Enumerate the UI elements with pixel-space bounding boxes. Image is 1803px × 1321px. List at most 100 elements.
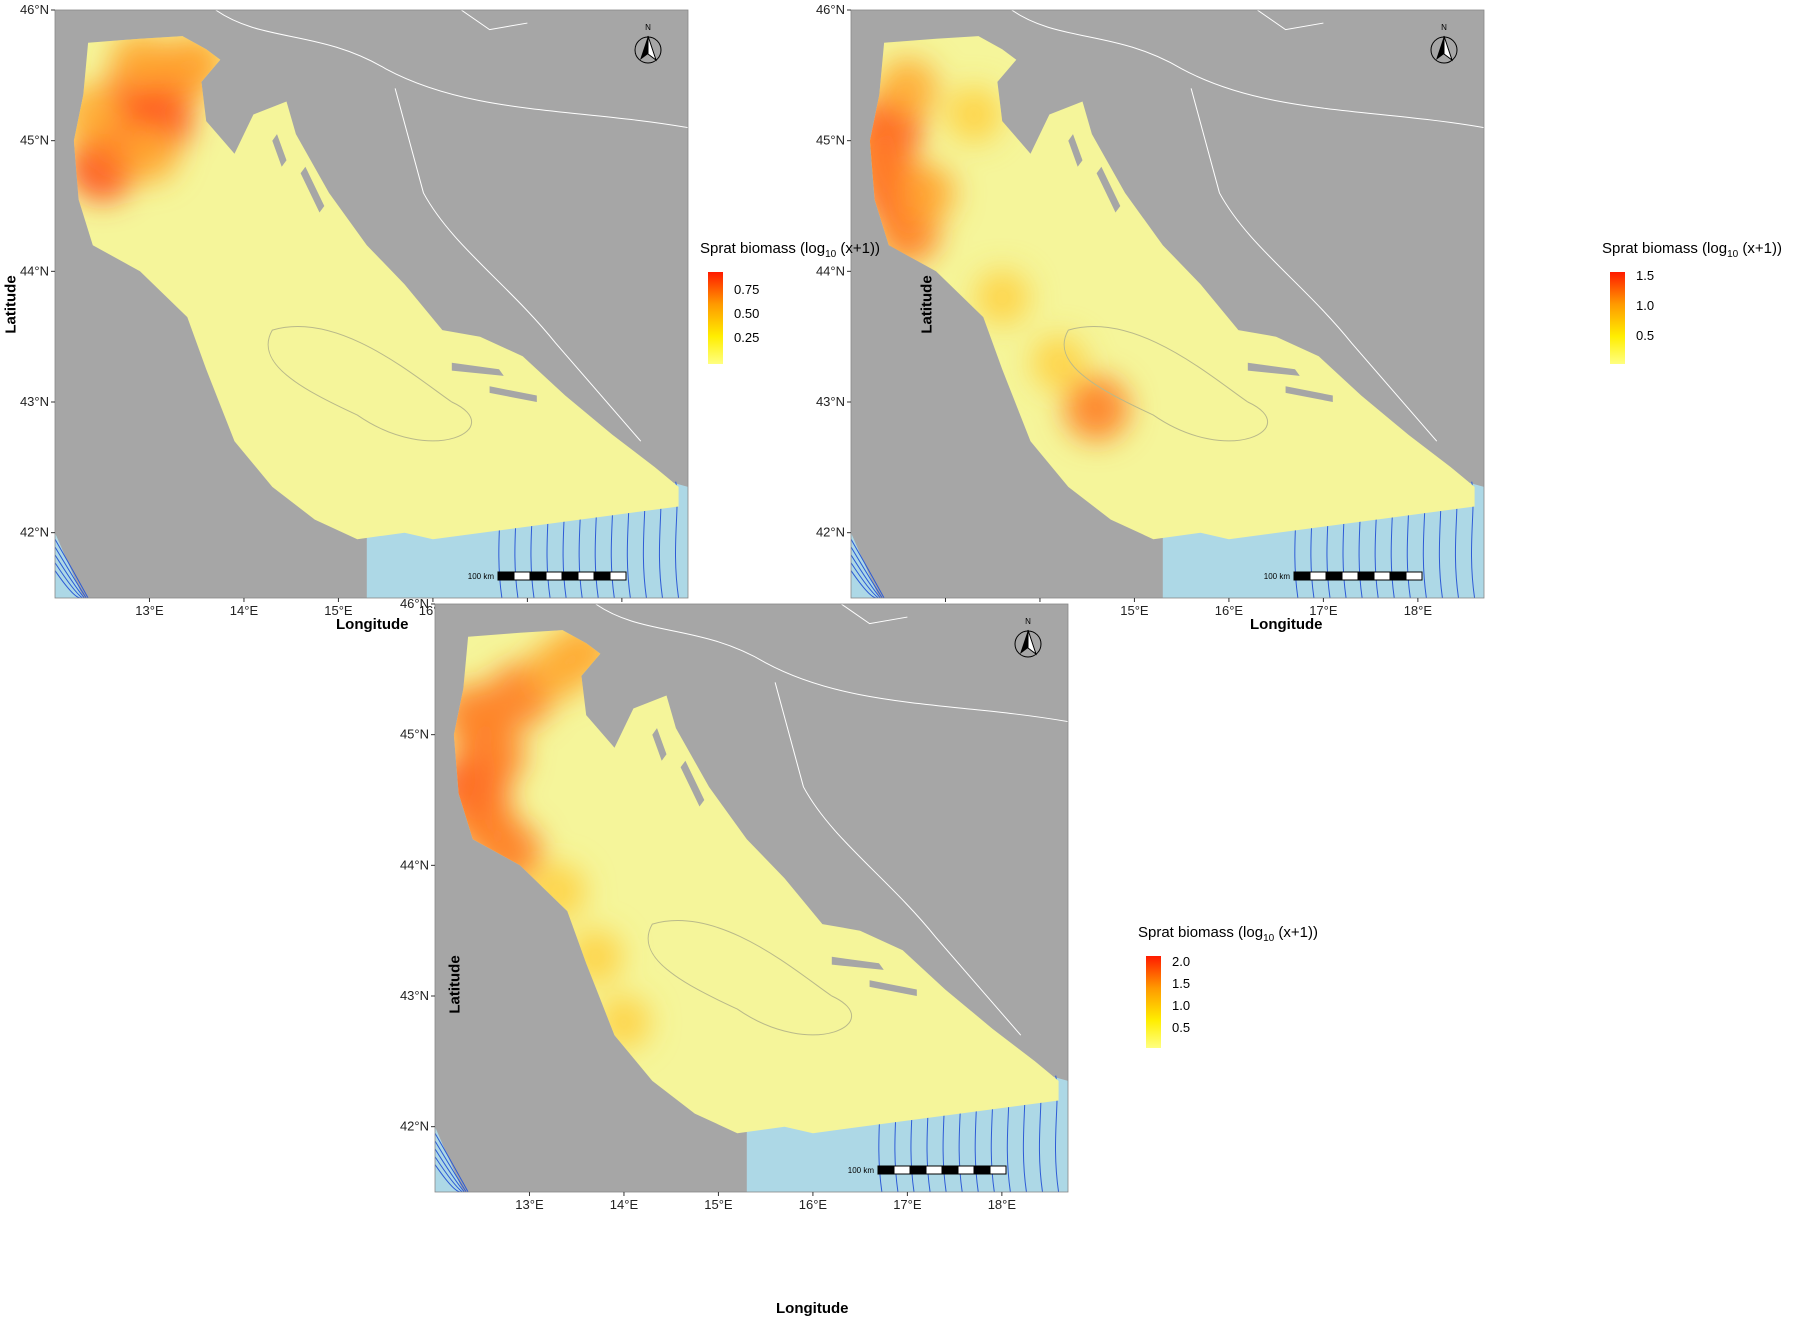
bathymetry-contour	[55, 546, 87, 598]
island	[652, 728, 667, 761]
bathymetry-contour	[851, 554, 881, 598]
legend-tick: 1.0	[1625, 298, 1655, 313]
country-border	[1190, 88, 1438, 442]
north-label: N	[645, 23, 651, 32]
y-tick-label: 44°N	[20, 263, 49, 278]
island	[869, 980, 917, 996]
island	[489, 386, 537, 402]
map-frame	[435, 604, 1068, 1192]
y-tick-label: 45°N	[20, 133, 49, 148]
legend-colorbar	[1610, 272, 1625, 364]
scalebar-segment	[1293, 571, 1311, 581]
legend-title: Sprat biomass (log10 (x+1))	[1138, 924, 1318, 944]
x-tick-label: 13°E	[515, 1197, 544, 1212]
bathymetry-contour	[435, 1140, 467, 1192]
legend-tick: 0.5	[1625, 328, 1655, 343]
legend-tick: 1.0	[1161, 998, 1191, 1013]
map-panel-3: N 100 km 13°E 14°E 15°E 16°E 17°E 18°E 46°N 45°N 4…	[380, 594, 1140, 1234]
scalebar-label: 100 km	[848, 1166, 875, 1175]
island	[451, 362, 504, 376]
scalebar-segment	[973, 1165, 991, 1175]
legend-tick: 0.5	[1161, 1020, 1191, 1035]
bathymetry-contour	[851, 562, 879, 598]
depth-contour	[647, 920, 853, 1036]
x-tick-label: 17°E	[893, 1197, 922, 1212]
scalebar-segment	[877, 1165, 895, 1175]
x-tick-label: 16°E	[799, 1197, 828, 1212]
bathymetry-contour	[851, 546, 883, 598]
north-arrow-icon: N	[1430, 23, 1458, 64]
depth-contour	[267, 326, 473, 442]
legend-tick: 0.75	[723, 282, 760, 297]
scalebar-segment	[609, 571, 627, 581]
biomass-hotspot	[869, 127, 913, 194]
x-axis-title: Longitude	[336, 616, 409, 633]
legend-tick: 2.0	[1161, 954, 1191, 969]
legend-tick: 1.5	[1625, 268, 1655, 283]
country-border	[460, 10, 528, 31]
legend-colorbar	[1146, 956, 1161, 1048]
y-tick-label: 46°N	[816, 2, 845, 17]
x-tick-label: 15°E	[1120, 603, 1149, 618]
legend-tick: 0.25	[723, 330, 760, 345]
north-arrow-icon: N	[1014, 617, 1042, 658]
island	[1096, 166, 1121, 213]
map-frame	[55, 10, 688, 598]
island	[1068, 134, 1083, 167]
biomass-hotspots	[73, 36, 227, 202]
country-border	[215, 10, 688, 129]
scalebar-segment	[1357, 571, 1375, 581]
scalebar-segment	[941, 1165, 959, 1175]
x-tick-label: 14°E	[230, 603, 259, 618]
north-label: N	[1441, 23, 1447, 32]
scalebar-label: 100 km	[1264, 572, 1291, 581]
island	[680, 760, 705, 807]
depth-contour	[1063, 326, 1269, 442]
island	[300, 166, 325, 213]
x-axis-title: Longitude	[776, 1300, 849, 1317]
x-tick-label: 13°E	[135, 603, 164, 618]
country-border	[774, 682, 1022, 1036]
bathymetry-contour	[851, 538, 885, 598]
y-tick-label: 45°N	[400, 727, 429, 742]
y-tick-label: 43°N	[400, 988, 429, 1003]
map-border	[850, 9, 1485, 599]
legend-title: Sprat biomass (log10 (x+1))	[700, 240, 880, 260]
y-axis-title: Latitude	[2, 275, 20, 334]
y-tick-label: 45°N	[816, 133, 845, 148]
scalebar-segment	[593, 571, 611, 581]
y-axis-title: Latitude	[918, 275, 936, 334]
scalebar-segment	[529, 571, 547, 581]
bathymetry-contour	[435, 1148, 465, 1192]
biomass-hotspot	[1031, 335, 1087, 391]
country-border	[1011, 10, 1484, 129]
biomass-hotspot	[897, 163, 956, 222]
y-tick-label: 44°N	[400, 857, 429, 872]
scalebar-segment	[1405, 571, 1423, 581]
legend-tick: 0.50	[723, 306, 760, 321]
scalebar-segment	[909, 1165, 927, 1175]
scalebar-segment	[957, 1165, 975, 1175]
legend-tick: 1.5	[1161, 976, 1191, 991]
scalebar-segment	[893, 1165, 911, 1175]
country-border	[394, 88, 642, 442]
island	[831, 956, 884, 970]
biomass-hotspot	[945, 86, 1003, 143]
biomass-hotspot	[120, 124, 179, 183]
map-border	[54, 9, 689, 599]
map-border	[434, 603, 1069, 1193]
y-axis-title: Latitude	[446, 955, 464, 1014]
y-tick-label: 46°N	[20, 2, 49, 17]
y-tick-label: 46°N	[400, 596, 429, 611]
island	[1247, 362, 1300, 376]
bathymetry-contour	[55, 562, 83, 598]
country-border	[595, 604, 1068, 723]
bathymetry-contour	[435, 1156, 463, 1192]
scalebar-segment	[513, 571, 531, 581]
tyrrhenian-sea	[55, 532, 84, 598]
y-tick-label: 43°N	[20, 394, 49, 409]
